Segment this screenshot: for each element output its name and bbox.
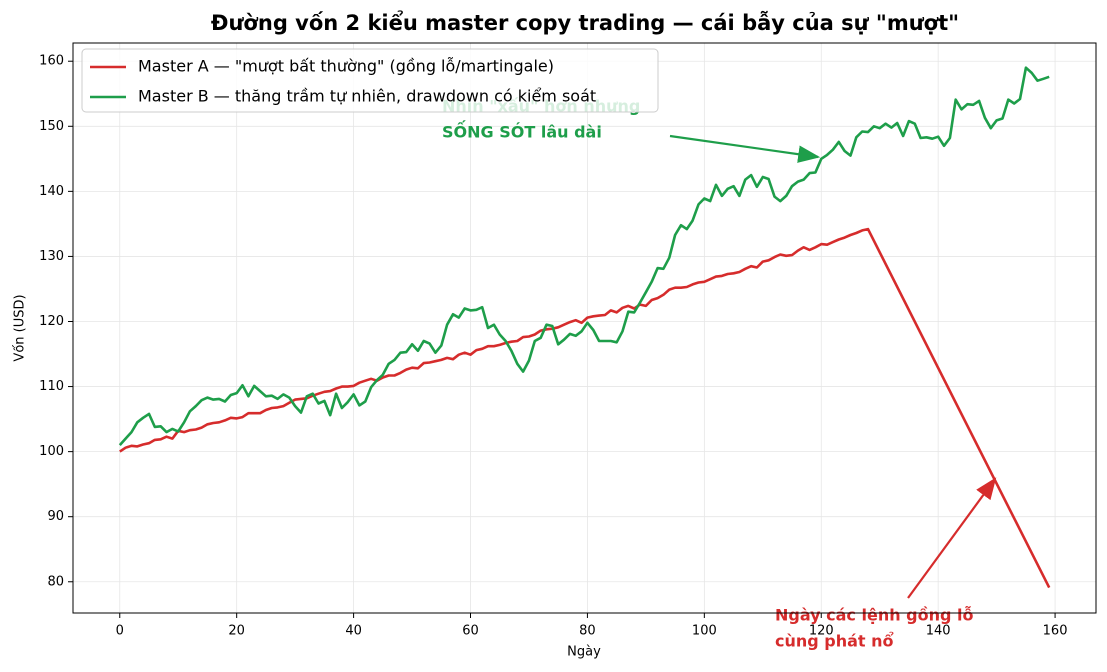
y-tick-label: 90 bbox=[47, 509, 64, 524]
x-tick-label: 100 bbox=[692, 624, 717, 639]
x-tick-label: 160 bbox=[1043, 624, 1068, 639]
x-tick-label: 20 bbox=[228, 624, 245, 639]
legend-box bbox=[81, 48, 659, 113]
annotation-text: cùng phát nổ bbox=[775, 632, 894, 651]
y-tick-label: 130 bbox=[39, 249, 64, 264]
y-tick-label: 100 bbox=[39, 444, 64, 459]
plot-frame bbox=[72, 42, 1097, 614]
y-axis-label: Vốn (USD) bbox=[13, 294, 28, 361]
y-tick-label: 80 bbox=[47, 574, 64, 589]
annotation-arrow bbox=[907, 477, 997, 599]
annotation-arrow bbox=[669, 134, 821, 163]
x-tick-label: 0 bbox=[116, 624, 124, 639]
annotation-text: SỐNG SÓT lâu dài bbox=[442, 121, 602, 142]
x-axis-label: Ngày bbox=[567, 645, 601, 660]
y-tick-label: 120 bbox=[39, 314, 64, 329]
annotation-text: Ngày các lệnh gồng lỗ bbox=[775, 606, 974, 625]
y-tick-label: 150 bbox=[39, 119, 64, 134]
y-tick-label: 110 bbox=[39, 379, 64, 394]
y-tick-label: 160 bbox=[39, 54, 64, 69]
chart-title: Đường vốn 2 kiểu master copy trading — c… bbox=[211, 10, 959, 35]
y-tick-label: 140 bbox=[39, 184, 64, 199]
x-tick-label: 40 bbox=[345, 624, 362, 639]
x-tick-label: 60 bbox=[462, 624, 479, 639]
x-tick-label: 120 bbox=[809, 624, 834, 639]
series-line bbox=[119, 227, 1051, 589]
series-line bbox=[118, 66, 1050, 446]
x-tick-label: 140 bbox=[926, 624, 951, 639]
x-tick-label: 80 bbox=[579, 624, 596, 639]
legend-label: Master A — "mượt bất thường" (gồng lỗ/ma… bbox=[138, 57, 554, 76]
legend-label: Master B — thăng trầm tự nhiên, drawdown… bbox=[138, 87, 596, 106]
